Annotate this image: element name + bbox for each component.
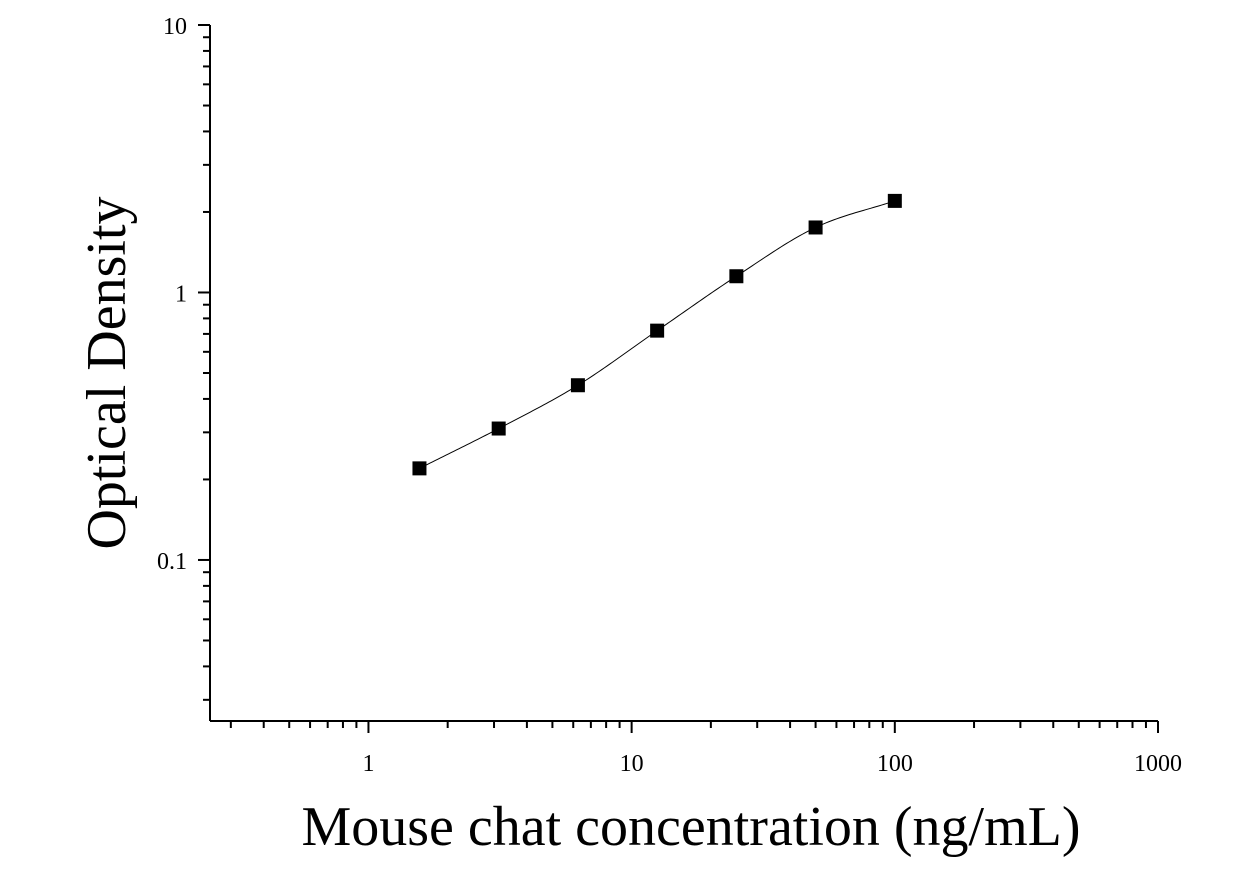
minor-ticks xyxy=(203,36,1147,728)
data-point xyxy=(808,220,823,235)
data-point xyxy=(570,378,585,393)
x-tick-label: 1000 xyxy=(1134,751,1182,777)
y-axis-title: Optical Density xyxy=(76,196,138,549)
y-tick-label: 1 xyxy=(175,281,187,307)
data-point xyxy=(887,193,902,208)
y-tick-label: 0.1 xyxy=(157,549,187,575)
tick-labels: 1 10 100 1000 0.1 1 10 xyxy=(157,14,1182,777)
data-points xyxy=(412,193,902,476)
x-tick-label: 10 xyxy=(620,751,644,777)
x-axis-title: Mouse chat concentration (ng/mL) xyxy=(301,796,1080,858)
data-point xyxy=(729,269,744,284)
y-tick-label: 10 xyxy=(163,14,187,40)
x-tick-label: 100 xyxy=(877,751,913,777)
data-point xyxy=(491,421,506,436)
major-ticks xyxy=(198,24,1159,733)
x-tick-label: 1 xyxy=(362,751,374,777)
data-point xyxy=(412,461,427,476)
data-point xyxy=(650,323,665,338)
